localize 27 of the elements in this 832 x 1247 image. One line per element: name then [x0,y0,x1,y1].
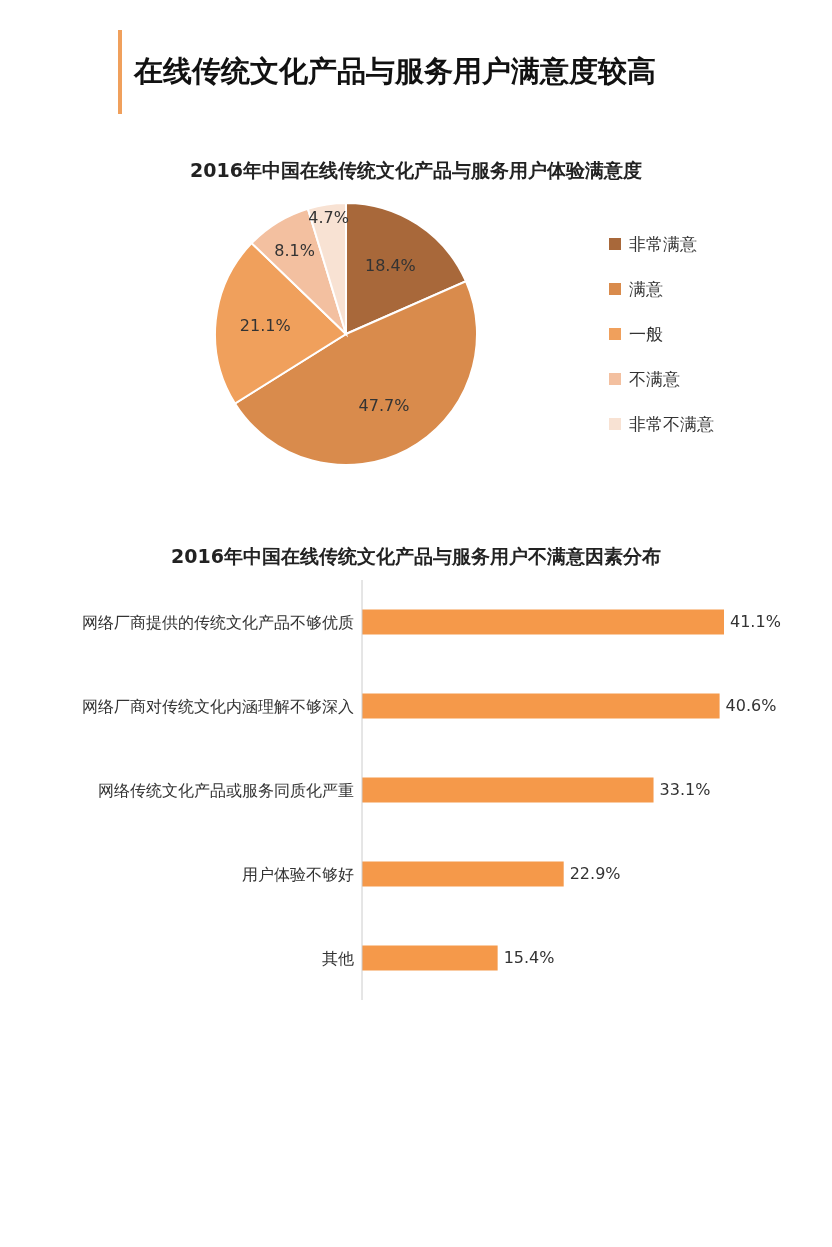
y-tick-label: 网络传统文化产品或服务同质化严重 [98,780,354,800]
data-label: 18.4% [364,256,416,276]
bar [362,609,724,635]
legend-label: 非常不满意 [628,412,714,436]
bar [362,861,564,887]
legend-label: 非常满意 [628,232,698,256]
chart-title: 2016年中国在线传统文化产品与服务用户不满意因素分布 [170,544,662,569]
data-label: 40.6% [725,696,777,716]
legend-label: 一般 [628,322,664,346]
data-label: 47.7% [358,396,410,416]
data-label: 15.4% [503,948,555,968]
bar [362,693,720,719]
chart-subtitle: 2016年中国在线传统文化产品与服务用户体验满意度 [189,158,643,183]
data-label: 33.1% [659,780,711,800]
y-tick-label: 网络厂商对传统文化内涵理解不够深入 [82,696,354,716]
legend-label: 不满意 [628,367,681,391]
bar [362,945,498,971]
y-tick-label: 用户体验不够好 [242,864,354,884]
bar [362,777,654,803]
data-label: 41.1% [730,612,781,632]
data-label: 21.1% [239,316,291,336]
chart-title: 在线传统文化产品与服务用户满意度较高 [134,53,656,90]
data-label: 8.1% [274,240,315,260]
data-label: 22.9% [569,864,621,884]
legend-label: 满意 [628,277,664,301]
y-tick-label: 其他 [322,948,354,968]
y-tick-label: 网络厂商提供的传统文化产品不够优质 [82,612,354,632]
